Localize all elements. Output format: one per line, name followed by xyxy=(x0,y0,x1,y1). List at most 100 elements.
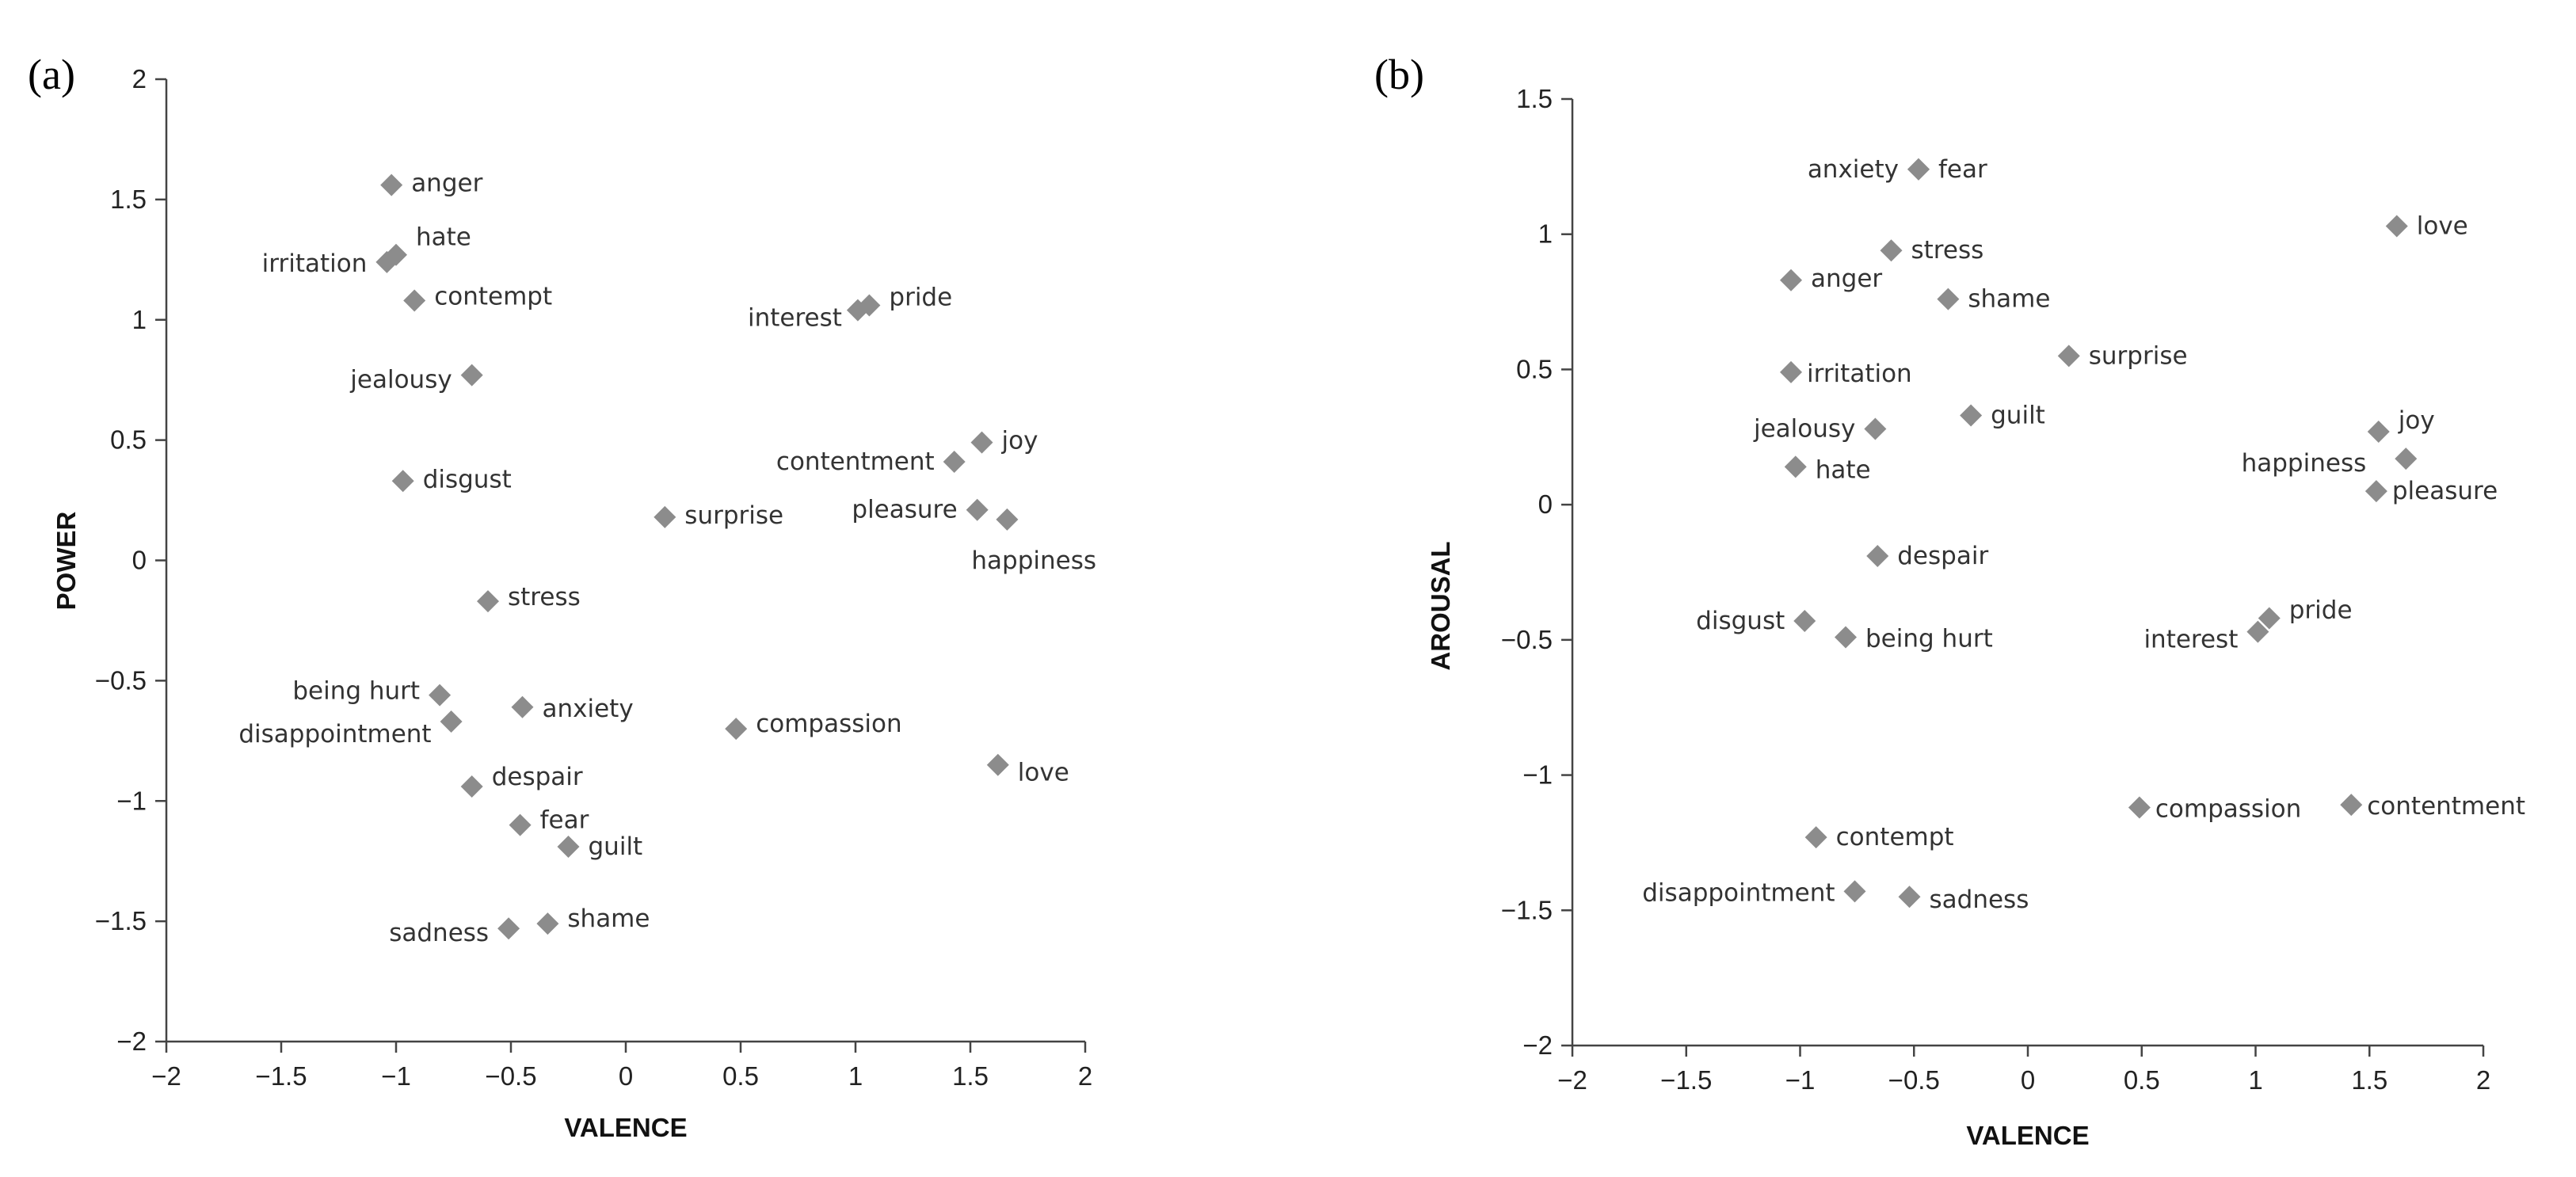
pa-y-tick-label: −2 xyxy=(116,1027,147,1056)
panel-b-label: (b) xyxy=(1374,51,1424,98)
pb-y-tick-label: 1 xyxy=(1538,219,1553,249)
pa-x-tick-label: 2 xyxy=(1078,1061,1092,1091)
pa-point-joy xyxy=(970,431,993,454)
pb-point-label-surprise: surprise xyxy=(2089,341,2188,370)
pb-point-label-guilt: guilt xyxy=(1991,401,2045,429)
pb-point-label-hate: hate xyxy=(1816,455,1871,484)
pa-point-label-joy: joy xyxy=(1001,427,1038,455)
pa-point-label-contentment: contentment xyxy=(776,448,935,476)
pb-point-shame xyxy=(1937,288,1960,310)
pb-point-label-jealousy: jealousy xyxy=(1753,415,1855,444)
pa-point-label-shame: shame xyxy=(567,905,650,933)
pa-point-jealousy xyxy=(460,364,483,387)
pb-point-fear xyxy=(1907,158,1930,181)
pa-x-tick-label: 0.5 xyxy=(722,1061,759,1091)
pa-point-pride xyxy=(858,294,881,317)
pa-x-tick-label: 0 xyxy=(619,1061,633,1091)
pa-y-tick-label: 0 xyxy=(132,546,147,575)
pa-point-label-jealousy: jealousy xyxy=(349,366,452,394)
pa-point-anxiety xyxy=(511,695,534,718)
pb-point-despair xyxy=(1866,545,1889,568)
pa-point-label-despair: despair xyxy=(492,763,583,791)
pa-x-tick-label: 1 xyxy=(848,1061,863,1091)
pa-point-despair xyxy=(460,775,483,798)
pa-y-tick-label: −1.5 xyxy=(95,906,147,935)
panel-b-chart: (b) −2 −1.5 −1 −0.5 0 0.5 1 1.5 2 1.5 1 0.5 0 −0.5 −1 −… xyxy=(1374,51,2525,1150)
pa-x-tick-label: −1.5 xyxy=(255,1061,307,1091)
pa-point-label-love: love xyxy=(1018,759,1069,787)
pa-point-label-pride: pride xyxy=(889,284,952,312)
panel-a-label: (a) xyxy=(28,51,75,98)
pb-point-label-pleasure: pleasure xyxy=(2392,477,2498,505)
pa-point-disgust xyxy=(391,470,414,493)
pb-point-label-love: love xyxy=(2417,211,2468,240)
pa-y-tick-label: −0.5 xyxy=(95,665,147,695)
pa-x-tick-label: −2 xyxy=(151,1061,181,1091)
pb-point-label-sadness: sadness xyxy=(1930,886,2029,914)
pb-point-anger xyxy=(1780,269,1802,291)
pa-point-label-contempt: contempt xyxy=(434,282,552,310)
pb-x-tick-label: 0 xyxy=(2021,1065,2035,1095)
pa-y-tick-label: 1.5 xyxy=(110,185,147,214)
pb-point-label-happiness: happiness xyxy=(2242,449,2367,478)
pa-point-fear xyxy=(509,813,532,836)
pa-point-label-guilt: guilt xyxy=(589,832,643,861)
pb-point-surprise xyxy=(2057,345,2080,368)
pa-point-label-anger: anger xyxy=(411,170,482,198)
pb-x-tick-label: −1.5 xyxy=(1660,1065,1712,1095)
pb-x-tick-label: −0.5 xyxy=(1888,1065,1940,1095)
pa-point-being-hurt xyxy=(429,684,452,707)
pb-point-label-pride: pride xyxy=(2289,596,2353,625)
pb-point-love xyxy=(2385,215,2408,238)
pb-point-pride xyxy=(2258,607,2281,630)
pb-x-tick-label: 2 xyxy=(2476,1065,2490,1095)
pb-point-irritation xyxy=(1780,360,1802,383)
pb-y-tick-label: −0.5 xyxy=(1501,625,1553,654)
pb-point-label-joy: joy xyxy=(2398,406,2435,435)
pa-point-label-pleasure: pleasure xyxy=(852,496,957,524)
pa-point-sadness xyxy=(497,917,520,940)
pb-point-label-disgust: disgust xyxy=(1696,607,1785,635)
pa-y-tick-label: 0.5 xyxy=(110,425,147,455)
pa-point-label-interest: interest xyxy=(748,304,842,333)
pb-point-label-contempt: contempt xyxy=(1836,823,1954,851)
pa-point-label-happiness: happiness xyxy=(971,547,1096,575)
pb-point-pleasure xyxy=(2365,480,2387,503)
pb-point-label-contentment: contentment xyxy=(2367,792,2525,821)
pb-point-contentment xyxy=(2340,794,2363,817)
pa-point-label-sadness: sadness xyxy=(389,919,489,947)
pa-point-surprise xyxy=(654,505,676,528)
pb-y-tick-label: −2 xyxy=(1522,1030,1553,1060)
pb-y-tick-label: −1 xyxy=(1522,760,1553,790)
panel-a-chart: (a) −2 −1.5 −1 −0.5 0 0.5 1 1.5 2 2 1.5 1 0.5 0 −0.5 −1… xyxy=(28,51,1096,1142)
pa-x-tick-label: −0.5 xyxy=(485,1061,536,1091)
pb-point-interest xyxy=(2246,620,2269,643)
pb-point-hate xyxy=(1784,455,1807,478)
pb-point-label-fear: fear xyxy=(1938,155,1987,184)
pa-point-label-anxiety: anxiety xyxy=(543,695,634,723)
pa-y-axis-title: POWER xyxy=(51,511,81,610)
pa-point-label-hate: hate xyxy=(416,223,471,252)
pa-point-anger xyxy=(380,173,403,196)
pb-point-jealousy xyxy=(1864,417,1887,440)
pb-x-tick-label: 1 xyxy=(2248,1065,2262,1095)
pa-point-irritation xyxy=(375,250,398,273)
pa-point-disappointment xyxy=(440,710,463,733)
pb-point-label-stress: stress xyxy=(1911,236,1984,265)
pb-x-tick-label: −2 xyxy=(1557,1065,1587,1095)
pb-point-label-interest: interest xyxy=(2143,626,2238,654)
pb-x-axis-title: VALENCE xyxy=(1966,1121,2089,1150)
pb-x-tick-label: −1 xyxy=(1785,1065,1816,1095)
pa-point-label-fear: fear xyxy=(540,806,589,835)
pb-point-contempt xyxy=(1804,826,1827,849)
pb-point-label-despair: despair xyxy=(1897,542,1988,570)
pb-point-label-anxiety: anxiety xyxy=(1808,155,1899,184)
pa-point-label-surprise: surprise xyxy=(684,501,783,530)
pa-point-contentment xyxy=(943,450,966,473)
pa-point-stress xyxy=(477,590,499,613)
pb-point-label-anger: anger xyxy=(1811,265,1882,293)
pb-y-tick-label: 0 xyxy=(1538,489,1553,519)
pb-point-guilt xyxy=(1960,404,1983,427)
pa-point-guilt xyxy=(557,835,580,858)
